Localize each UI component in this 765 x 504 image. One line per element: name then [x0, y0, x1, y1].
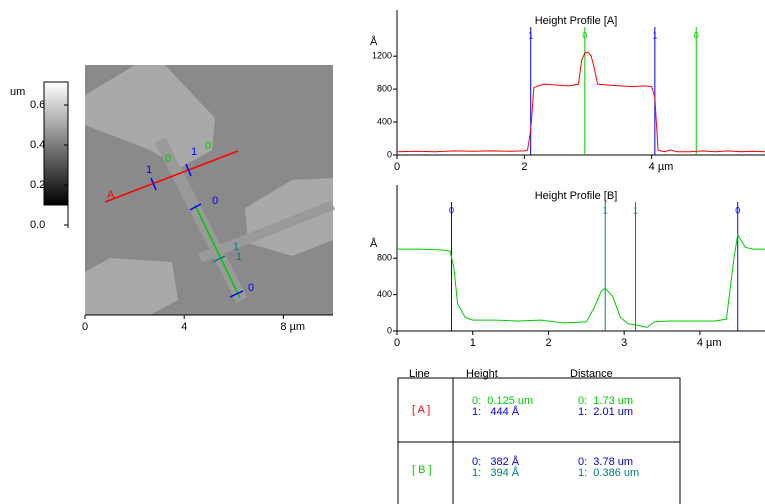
- chart-title: Height Profile [A]: [535, 15, 618, 27]
- cursor-label: 1: [146, 164, 152, 176]
- cursor-label: 0: [449, 205, 454, 215]
- y-tick-label: 400: [377, 289, 392, 299]
- x-tick-label: 8 µm: [280, 321, 305, 333]
- table-header: Height: [466, 368, 498, 380]
- cursor-label: 0: [165, 153, 171, 165]
- cursor-label: 1: [652, 30, 657, 40]
- x-tick-label: 2: [521, 161, 527, 173]
- cursor-label: 1: [603, 205, 608, 215]
- cursor-label: 1: [633, 205, 638, 215]
- colorbar-tick-label: 0.0: [30, 219, 45, 231]
- y-tick-label: 800: [377, 83, 392, 93]
- x-tick-label: 3: [621, 337, 627, 349]
- colorbar-unit: um: [10, 86, 25, 98]
- x-tick-label: 4 µm: [697, 337, 722, 349]
- y-axis-label: Å: [370, 237, 378, 250]
- y-tick-label: 400: [377, 116, 392, 126]
- cursor-label: 0: [205, 140, 211, 152]
- chart-title: Height Profile [B]: [535, 190, 618, 202]
- y-axis-label: Å: [370, 35, 378, 48]
- distance: 0: 3.78 um: [578, 456, 633, 468]
- colorbar-tick-label: 0.4: [30, 139, 45, 151]
- colorbar-tick-label: 0.6: [30, 99, 45, 111]
- y-tick-label: 0: [387, 149, 392, 159]
- height: 0: 0.125 um: [472, 395, 533, 407]
- x-tick-label: 0: [394, 337, 400, 349]
- cursor-label: 0: [212, 195, 218, 207]
- table-header: Line: [409, 368, 430, 380]
- distance: 1: 0.386 um: [578, 467, 639, 479]
- colorbar-tick-label: 0.2: [30, 179, 45, 191]
- y-tick-label: 0: [387, 325, 392, 335]
- distance: 1: 2.01 um: [578, 406, 633, 418]
- height: 1: 444 Å: [472, 405, 520, 418]
- x-tick-label: 1: [470, 337, 476, 349]
- distance: 0: 1.73 um: [578, 395, 633, 407]
- cursor-label: 1: [236, 251, 242, 263]
- table-header: Distance: [570, 368, 613, 380]
- cursor-label: 1: [191, 146, 197, 158]
- cursor-label: 0: [694, 30, 699, 40]
- profile-line: [396, 51, 765, 153]
- cursor-label: 0: [582, 30, 587, 40]
- height: 0: 382 Å: [472, 455, 520, 468]
- y-tick-label: 800: [377, 253, 392, 263]
- cursor-label: 1: [233, 241, 239, 253]
- row-line: [ A ]: [412, 404, 430, 416]
- profile-line: [397, 233, 765, 328]
- row-line: [ B ]: [412, 464, 432, 476]
- x-tick-label: 0: [394, 161, 400, 173]
- height: 1: 394 Å: [472, 466, 520, 479]
- cursor-label: 0: [735, 205, 740, 215]
- y-tick-label: 1200: [372, 51, 392, 61]
- x-tick-label: 4 µm: [649, 161, 674, 173]
- measurement-table: Line Height Distance [ A ] 0: 0.125 um 1…: [397, 368, 681, 504]
- x-tick-label: 4: [181, 321, 187, 333]
- line-label: A: [107, 189, 115, 201]
- afm-image: A 1 0 1 0 0 1 1 0: [85, 65, 335, 315]
- cursor-label: 1: [528, 30, 533, 40]
- cursor-label: 0: [248, 282, 254, 294]
- x-tick-label: 2: [545, 337, 551, 349]
- colorbar: [43, 81, 69, 206]
- x-tick-label: 0: [82, 321, 88, 333]
